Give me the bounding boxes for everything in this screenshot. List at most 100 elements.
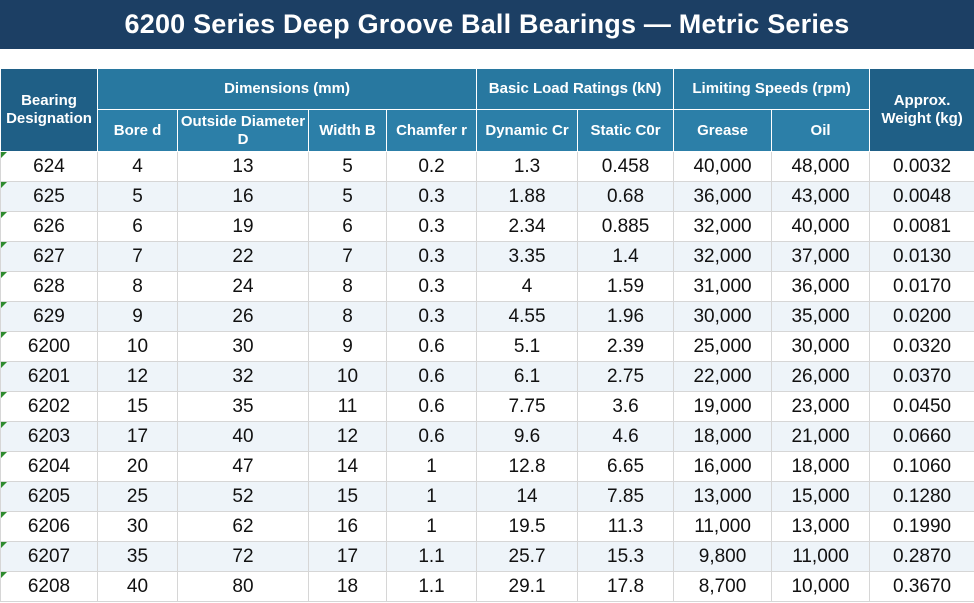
designation-label: 6206 — [27, 515, 71, 537]
cell-weight: 0.3670 — [869, 571, 974, 602]
cell-corner-marker — [1, 482, 7, 488]
cell-weight: 0.0320 — [869, 331, 974, 362]
cell-static: 11.3 — [577, 511, 675, 542]
table-row: 6200 10 30 9 0.6 5.1 2.39 25,000 30,000 0.0320 — [0, 331, 974, 362]
cell-bore: 8 — [97, 271, 178, 302]
cell-width: 6 — [308, 211, 387, 242]
cell-width: 5 — [308, 151, 387, 182]
cell-corner-marker — [1, 452, 7, 458]
cell-outside-diameter: 80 — [177, 571, 309, 602]
cell-chamfer: 0.6 — [385, 361, 478, 392]
cell-designation: 6203 — [0, 421, 98, 452]
table-row: 626 6 19 6 0.3 2.34 0.885 32,000 40,000 0.0081 — [0, 211, 974, 242]
cell-corner-marker — [1, 332, 7, 338]
header-static: Static C0r — [577, 109, 675, 152]
cell-corner-marker — [1, 272, 7, 278]
cell-static: 6.65 — [577, 451, 675, 482]
header-designation: Bearing Designation — [0, 68, 98, 152]
header-width: Width B — [308, 109, 387, 152]
cell-outside-diameter: 32 — [177, 361, 309, 392]
cell-static: 0.458 — [577, 151, 675, 182]
cell-dynamic: 14 — [476, 481, 579, 512]
cell-dynamic: 1.3 — [476, 151, 579, 182]
cell-corner-marker — [1, 572, 7, 578]
table-row: 624 4 13 5 0.2 1.3 0.458 40,000 48,000 0.0032 — [0, 151, 974, 182]
header-bore: Bore d — [97, 109, 178, 152]
cell-designation: 6202 — [0, 391, 98, 422]
cell-dynamic: 6.1 — [476, 361, 579, 392]
cell-designation: 627 — [0, 241, 98, 272]
cell-designation: 629 — [0, 301, 98, 332]
cell-designation: 6208 — [0, 571, 98, 602]
cell-grease: 32,000 — [673, 241, 773, 272]
cell-grease: 22,000 — [673, 361, 773, 392]
cell-dynamic: 29.1 — [476, 571, 579, 602]
cell-weight: 0.0200 — [869, 301, 974, 332]
cell-bore: 40 — [97, 571, 178, 602]
cell-outside-diameter: 40 — [177, 421, 309, 452]
cell-dynamic: 25.7 — [476, 541, 579, 572]
cell-weight: 0.0450 — [869, 391, 974, 422]
cell-corner-marker — [1, 182, 7, 188]
cell-oil: 43,000 — [771, 181, 871, 212]
cell-oil: 15,000 — [771, 481, 871, 512]
header-load-ratings: Basic Load Ratings (kN) — [476, 68, 675, 110]
cell-width: 9 — [308, 331, 387, 362]
cell-weight: 0.2870 — [869, 541, 974, 572]
cell-dynamic: 2.34 — [476, 211, 579, 242]
cell-corner-marker — [1, 422, 7, 428]
cell-designation: 6204 — [0, 451, 98, 482]
cell-chamfer: 1 — [385, 511, 478, 542]
cell-chamfer: 1 — [385, 481, 478, 512]
designation-label: 626 — [33, 215, 65, 237]
cell-oil: 10,000 — [771, 571, 871, 602]
cell-chamfer: 1 — [385, 451, 478, 482]
cell-designation: 6200 — [0, 331, 98, 362]
cell-weight: 0.1060 — [869, 451, 974, 482]
designation-label: 627 — [33, 245, 65, 267]
table-body: 624 4 13 5 0.2 1.3 0.458 40,000 48,000 0.0032 625 5… — [0, 151, 974, 602]
cell-dynamic: 12.8 — [476, 451, 579, 482]
cell-grease: 36,000 — [673, 181, 773, 212]
cell-static: 1.96 — [577, 301, 675, 332]
header-grease: Grease — [673, 109, 773, 152]
cell-grease: 9,800 — [673, 541, 773, 572]
cell-weight: 0.0170 — [869, 271, 974, 302]
cell-weight: 0.1990 — [869, 511, 974, 542]
bearing-table: Bearing Designation Dimensions (mm) Basi… — [0, 68, 974, 602]
cell-dynamic: 5.1 — [476, 331, 579, 362]
header-chamfer: Chamfer r — [385, 109, 478, 152]
cell-grease: 32,000 — [673, 211, 773, 242]
designation-label: 6200 — [27, 335, 71, 357]
cell-oil: 13,000 — [771, 511, 871, 542]
cell-corner-marker — [1, 242, 7, 248]
cell-oil: 11,000 — [771, 541, 871, 572]
cell-bore: 9 — [97, 301, 178, 332]
cell-designation: 626 — [0, 211, 98, 242]
cell-designation: 628 — [0, 271, 98, 302]
cell-outside-diameter: 19 — [177, 211, 309, 242]
designation-label: 6203 — [27, 425, 71, 447]
cell-width: 5 — [308, 181, 387, 212]
cell-oil: 35,000 — [771, 301, 871, 332]
cell-static: 0.885 — [577, 211, 675, 242]
cell-width: 7 — [308, 241, 387, 272]
cell-outside-diameter: 62 — [177, 511, 309, 542]
cell-designation: 625 — [0, 181, 98, 212]
cell-grease: 13,000 — [673, 481, 773, 512]
designation-label: 6208 — [27, 575, 71, 597]
cell-outside-diameter: 30 — [177, 331, 309, 362]
cell-chamfer: 0.3 — [385, 301, 478, 332]
cell-bore: 10 — [97, 331, 178, 362]
cell-weight: 0.0370 — [869, 361, 974, 392]
cell-bore: 4 — [97, 151, 178, 182]
designation-label: 6201 — [27, 365, 71, 387]
cell-chamfer: 1.1 — [385, 541, 478, 572]
header-dimensions: Dimensions (mm) — [96, 68, 478, 110]
cell-grease: 11,000 — [673, 511, 773, 542]
cell-bore: 6 — [97, 211, 178, 242]
cell-outside-diameter: 47 — [177, 451, 309, 482]
cell-weight: 0.0048 — [869, 181, 974, 212]
table-row: 6203 17 40 12 0.6 9.6 4.6 18,000 21,000 0.0660 — [0, 421, 974, 452]
cell-outside-diameter: 72 — [177, 541, 309, 572]
